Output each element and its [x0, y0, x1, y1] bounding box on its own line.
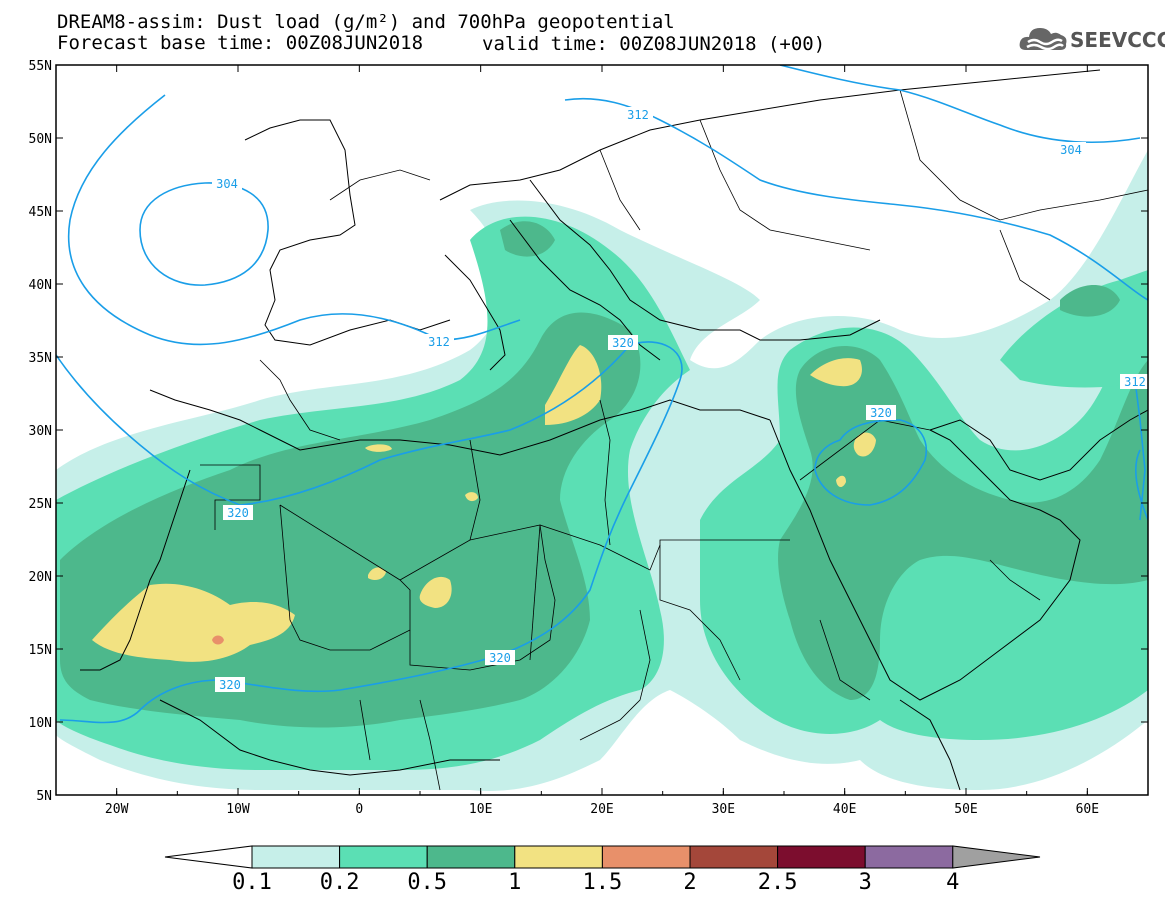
seevccc-logo: SEEVCCC	[1018, 22, 1165, 58]
colorbar-label: 1	[508, 870, 521, 895]
contour-label: 304	[216, 177, 238, 191]
lat-tick-label: 5N	[36, 789, 52, 804]
colorbar-label: 0.2	[320, 870, 360, 895]
lat-tick-label: 25N	[29, 497, 52, 512]
lon-tick-label: 40E	[833, 802, 856, 817]
contour-label: 320	[870, 406, 892, 420]
latitude-axis: 55N 50N 45N 40N 35N 30N 25N 20N 15N 10N 5N	[29, 59, 1148, 804]
lon-tick-label: 10E	[469, 802, 492, 817]
contour-label: 320	[219, 678, 241, 692]
colorbar-swatch	[514, 845, 603, 869]
cloud-icon	[1019, 28, 1067, 51]
lat-tick-label: 10N	[29, 716, 52, 731]
geopotential-contours	[56, 65, 1148, 724]
colorbar-label: 2	[683, 870, 696, 895]
contour-label: 312	[428, 335, 450, 349]
colorbar-swatch	[339, 845, 428, 869]
colorbar-swatch	[426, 845, 516, 869]
longitude-axis: 20W 10W 0 10E 20E 30E 40E 50E 60E	[55, 65, 1149, 817]
lon-tick-label: 20E	[590, 802, 613, 817]
lon-tick-label: 30E	[712, 802, 735, 817]
contour-labels: 304 312 312 320 320 320 320 320 304 312	[212, 107, 1148, 692]
colorbar-label: 2.5	[758, 870, 798, 895]
contour-label: 320	[612, 336, 634, 350]
colorbar-label: 3	[859, 870, 872, 895]
colorbar: 0.1 0.2 0.5 1 1.5 2 2.5 3 4	[164, 845, 1041, 895]
contour-label: 312	[627, 108, 649, 122]
lat-tick-label: 35N	[29, 351, 52, 366]
lon-tick-label: 60E	[1076, 802, 1099, 817]
country-borders	[200, 89, 1148, 791]
lat-tick-label: 40N	[29, 278, 52, 293]
coastlines	[80, 69, 1148, 791]
colorbar-high-arrow	[952, 845, 1041, 869]
colorbar-swatch	[864, 845, 954, 869]
colorbar-label: 4	[946, 870, 959, 895]
logo-text: SEEVCCC	[1070, 28, 1165, 52]
lon-tick-label: 50E	[954, 802, 977, 817]
colorbar-low-arrow	[164, 845, 253, 869]
lat-tick-label: 20N	[29, 570, 52, 585]
contour-label: 304	[1060, 143, 1082, 157]
valid-time: valid time: 00Z08JUN2018 (+00)	[482, 33, 826, 55]
contour-label: 320	[227, 506, 249, 520]
lon-tick-label: 0	[355, 802, 363, 817]
colorbar-label: 0.5	[407, 870, 447, 895]
dust-level-1.5	[212, 635, 224, 645]
colorbar-swatch	[689, 845, 779, 869]
lat-tick-label: 55N	[29, 59, 52, 74]
lat-tick-label: 50N	[29, 132, 52, 147]
lat-tick-label: 15N	[29, 643, 52, 658]
lat-tick-label: 30N	[29, 424, 52, 439]
map-title: DREAM8-assim: Dust load (g/m²) and 700hP…	[57, 11, 675, 33]
contour-label: 312	[1124, 375, 1146, 389]
lon-tick-label: 10W	[226, 802, 250, 817]
forecast-base-time: Forecast base time: 00Z08JUN2018	[57, 32, 424, 54]
colorbar-swatch	[251, 845, 341, 869]
colorbar-swatch	[777, 845, 866, 869]
lon-tick-label: 20W	[105, 802, 129, 817]
colorbar-label: 0.1	[232, 870, 272, 895]
contour-label: 320	[489, 651, 511, 665]
lat-tick-label: 45N	[29, 205, 52, 220]
colorbar-swatch	[601, 845, 691, 869]
colorbar-label: 1.5	[583, 870, 623, 895]
